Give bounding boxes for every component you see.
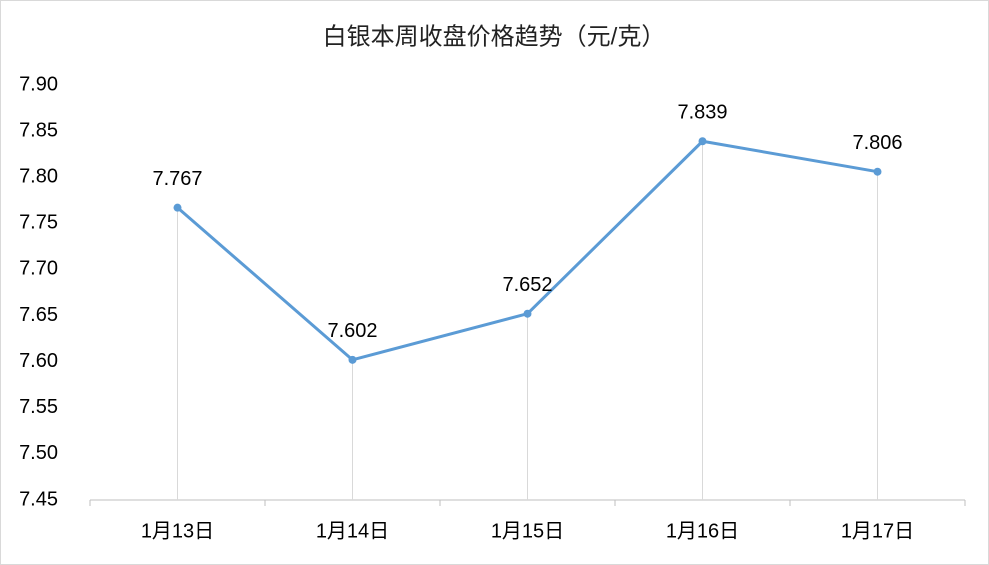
chart-title: 白银本周收盘价格趋势（元/克） xyxy=(323,23,666,50)
y-tick-label: 7.90 xyxy=(19,73,58,95)
data-label: 7.839 xyxy=(677,102,727,124)
y-tick-label: 7.70 xyxy=(19,258,58,280)
y-tick-label: 7.85 xyxy=(19,119,58,141)
y-tick-label: 7.50 xyxy=(19,442,58,464)
data-point xyxy=(698,137,707,146)
data-label: 7.652 xyxy=(502,274,552,296)
y-tick-label: 7.45 xyxy=(19,488,58,510)
data-point xyxy=(173,203,182,212)
data-label: 7.602 xyxy=(327,320,377,342)
data-point xyxy=(348,355,357,364)
y-tick-label: 7.60 xyxy=(19,350,58,372)
y-tick-label: 7.65 xyxy=(19,304,58,326)
y-tick-label: 7.80 xyxy=(19,166,58,188)
data-label: 7.767 xyxy=(152,168,202,190)
x-tick-label: 1月17日 xyxy=(841,520,914,542)
y-tick-label: 7.55 xyxy=(19,396,58,418)
x-tick-label: 1月15日 xyxy=(491,520,564,542)
y-tick-label: 7.75 xyxy=(19,212,58,234)
data-label: 7.806 xyxy=(852,132,902,154)
data-point xyxy=(873,167,882,176)
x-tick-label: 1月13日 xyxy=(141,520,214,542)
data-point xyxy=(523,309,532,318)
x-tick-label: 1月16日 xyxy=(666,520,739,542)
x-tick-label: 1月14日 xyxy=(316,520,389,542)
